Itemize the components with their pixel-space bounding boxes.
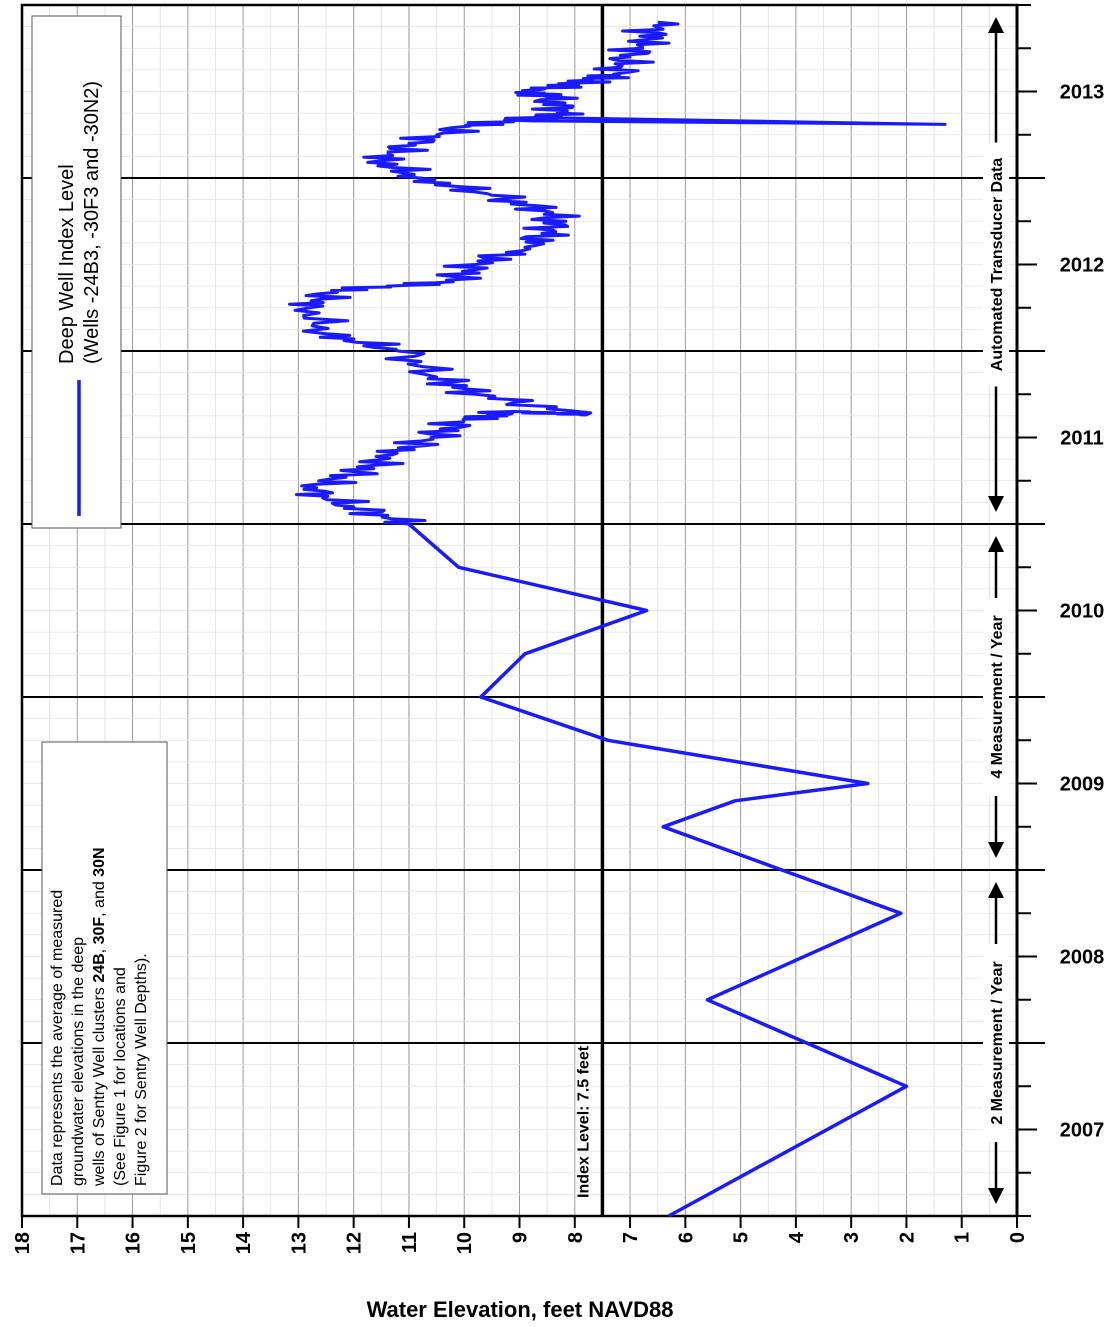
period-label: Automated Transducer Data [989,158,1006,371]
x-tick-label: 5 [731,1232,753,1243]
period-arrow-head [988,1188,1004,1204]
x-tick-label: 15 [178,1232,200,1254]
x-tick-label: 8 [565,1232,587,1243]
x-tick-label: 3 [841,1232,863,1243]
period-arrow-head [988,842,1004,858]
year-label: 2009 [1060,774,1105,796]
legend-box [31,15,122,529]
x-axis-title: Water Elevation, feet NAVD88 [367,1297,674,1322]
period-arrow-head [988,536,1004,552]
note-bold-segment: 30N [91,847,108,876]
period-label: 2 Measurement / Year [989,961,1006,1124]
note-bold-segment: 24B [91,953,108,982]
index-level-label: Index Level: 7.5 feet [575,1045,592,1198]
year-label: 2007 [1060,1120,1105,1142]
note-frame [41,741,168,1195]
legend-title: Deep Well Index Level [56,164,78,364]
period-annotations: 2 Measurement / Year 4 Measurement / Year… [983,17,1009,1204]
x-tick-label: 9 [510,1232,532,1243]
series-group [288,20,947,1218]
year-labels: 2007 2008 2009 2010 2011 2012 2013 [1060,82,1105,1142]
x-tick-label: 2 [896,1232,918,1243]
note-bold-segment: 30F [91,917,108,945]
x-tick-label: 7 [620,1232,642,1243]
note-segment: (See Figure 1 for locations and [112,967,129,1186]
legend-subtitle: (Wells -24B3, -30F3 and -30N2) [81,81,103,364]
period-arrow-head [988,496,1004,512]
x-tick-label: 13 [288,1232,310,1254]
note-segment: , and [91,877,108,917]
year-label: 2008 [1060,947,1105,969]
period-arrow-head [988,882,1004,898]
year-label: 2010 [1060,601,1105,623]
period-label-bg [983,142,1009,387]
note-line: wells of Sentry Well clusters 24B, 30F, … [91,847,108,1187]
note-box: Data represents the average of measured g… [41,741,168,1195]
x-tick-label: 4 [786,1231,808,1243]
note-line: Data represents the average of measured [49,890,66,1186]
series-line-transducer [288,20,947,526]
period-label-bg [983,944,1009,1142]
x-tick-label: 18 [12,1232,34,1254]
series-line-manual [407,522,909,1218]
note-text: Data represents the average of measured g… [49,847,150,1187]
x-tick-label: 0 [1007,1232,1029,1243]
note-line: Figure 2 for Sentry Well Depths). [133,953,150,1186]
year-label: 2011 [1060,428,1103,450]
x-tick-label: 14 [233,1231,255,1254]
x-tick-label: 16 [123,1232,145,1254]
note-line: groundwater elevations in the deep [70,937,87,1186]
note-segment: Data represents the average of measured [49,890,66,1186]
plot-frame [20,3,1037,1228]
x-tick-label: 12 [344,1232,366,1254]
note-segment: Figure 2 for Sentry Well Depths). [133,953,150,1186]
note-segment: wells of Sentry Well clusters [91,983,108,1187]
x-tick-label: 17 [67,1232,89,1254]
period-arrow-head [988,17,1004,33]
note-segment: groundwater elevations in the deep [70,937,87,1186]
x-tick-label: 10 [454,1232,476,1254]
x-tick-label: 6 [675,1232,697,1243]
year-label: 2013 [1060,82,1105,104]
note-segment: , [91,944,108,953]
index-level-group: Index Level: 7.5 feet [575,5,605,1216]
period-label-bg [983,598,1009,796]
note-line: (See Figure 1 for locations and [112,967,129,1186]
period-label: 4 Measurement / Year [989,615,1006,778]
x-tick-labels: 18 17 16 15 14 13 12 11 10 9 8 7 6 5 4 3 2 1 0 [12,1231,1029,1254]
x-tick-label: 11 [399,1232,421,1253]
year-label: 2012 [1060,255,1105,277]
legend: Deep Well Index Level (Wells -24B3, -30F… [31,15,122,529]
x-tick-label: 1 [952,1232,974,1243]
